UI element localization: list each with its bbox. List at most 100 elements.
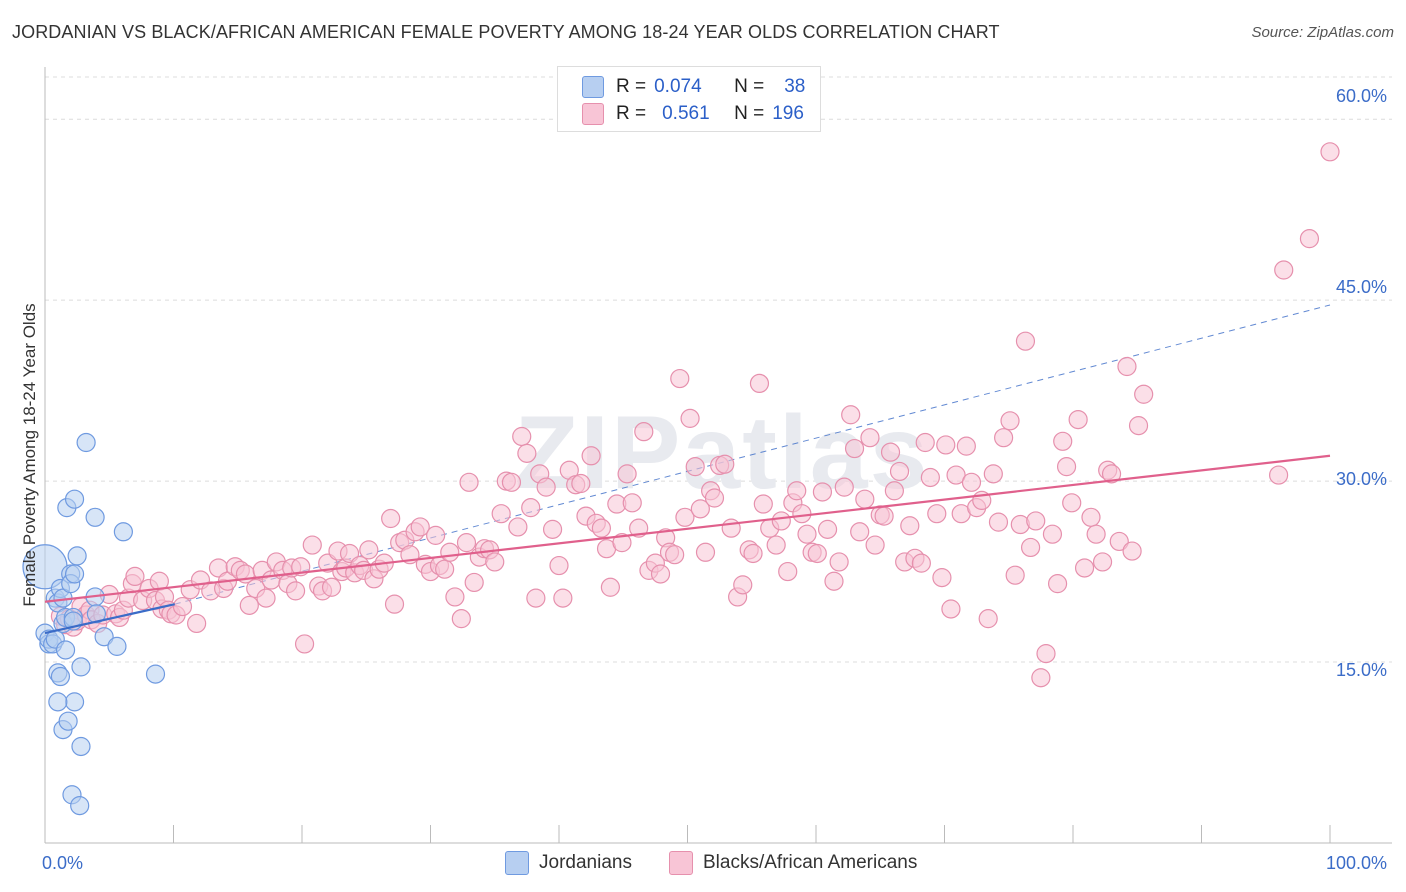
- x-tick-label: 0.0%: [42, 853, 84, 873]
- blacks-point: [994, 428, 1014, 448]
- blacks-point: [834, 477, 854, 497]
- blacks-point: [285, 581, 306, 601]
- legend-item-blacks[interactable]: Blacks/African Americans: [669, 851, 917, 875]
- blacks-point: [451, 609, 471, 629]
- legend-label: Blacks/African Americans: [703, 852, 918, 873]
- y-tick-label: 30.0%: [1336, 469, 1388, 489]
- blacks-point: [1086, 524, 1106, 544]
- blacks-point: [766, 535, 786, 555]
- series-jordanians-points: [22, 432, 166, 816]
- blacks-point: [1101, 464, 1122, 484]
- blacks-point: [855, 489, 875, 509]
- jordanians-point: [145, 664, 166, 684]
- blacks-point: [426, 525, 446, 545]
- blacks-point: [829, 552, 849, 572]
- blacks-point: [302, 535, 322, 555]
- blacks-point: [410, 517, 430, 537]
- blacks-point: [771, 511, 791, 531]
- blacks-point: [889, 461, 910, 482]
- jordanians-point: [64, 564, 85, 584]
- jordanians-point: [85, 507, 105, 527]
- blacks-point: [1299, 229, 1320, 249]
- blacks-point: [690, 499, 710, 519]
- source-label: Source: ZipAtlas.com: [1251, 24, 1394, 41]
- blacks-point: [456, 533, 477, 553]
- r-label: R =: [616, 103, 647, 124]
- chart-title: JORDANIAN VS BLACK/AFRICAN AMERICAN FEMA…: [12, 22, 1000, 42]
- blacks-point: [874, 506, 894, 526]
- blacks-point: [956, 436, 976, 456]
- trend-lines-solid: [44, 454, 1331, 635]
- blacks-point: [359, 540, 379, 560]
- blacks-point: [435, 559, 455, 579]
- blacks-point: [961, 472, 982, 492]
- blacks-point: [880, 442, 901, 462]
- blacks-point: [733, 575, 753, 595]
- blacks-point: [536, 477, 556, 497]
- blacks-point: [1015, 331, 1036, 351]
- jordanians-point: [113, 522, 133, 542]
- n-label: N =: [734, 103, 765, 124]
- blacks-point: [900, 516, 920, 536]
- blacks-point: [743, 543, 763, 564]
- blacks-point: [936, 435, 956, 455]
- blacks-point: [1036, 644, 1056, 664]
- blacks-point: [526, 588, 546, 608]
- jordanians-point: [70, 796, 90, 816]
- y-tick-label: 45.0%: [1336, 277, 1388, 297]
- blacks-point: [704, 488, 725, 508]
- blacks-point: [753, 494, 773, 514]
- blacks-point: [797, 524, 817, 544]
- blacks-point: [927, 504, 947, 524]
- jordanians-swatch: [582, 76, 604, 98]
- blacks-point: [1134, 384, 1154, 404]
- blacks-point: [1320, 142, 1340, 162]
- blacks-point: [865, 535, 885, 555]
- blacks-point: [680, 408, 700, 428]
- blacks-point: [1042, 524, 1063, 544]
- blacks-point: [778, 561, 798, 582]
- blacks-trend-line: [44, 454, 1331, 603]
- blacks-swatch: [582, 103, 604, 125]
- blacks-point: [1053, 431, 1073, 451]
- blacks-point: [485, 552, 505, 572]
- blacks-point: [941, 599, 961, 619]
- blacks-point: [978, 609, 998, 629]
- blacks-point: [983, 464, 1003, 484]
- blacks-point: [187, 613, 207, 634]
- blacks-point: [650, 564, 671, 584]
- blacks-point: [256, 588, 276, 608]
- blacks-point: [1109, 531, 1129, 552]
- jordanians-point: [71, 736, 91, 757]
- blacks-point: [807, 543, 827, 564]
- jordanians-point: [94, 627, 114, 647]
- blacks-point: [911, 553, 931, 573]
- blacks-point: [1117, 356, 1137, 377]
- blacks-point: [501, 472, 522, 492]
- blacks-point: [675, 507, 695, 527]
- blacks-point: [622, 493, 642, 513]
- blacks-point: [721, 518, 741, 538]
- blacks-point: [787, 481, 807, 501]
- x-tick-label: 100.0%: [1326, 853, 1388, 873]
- blacks-point: [521, 498, 541, 518]
- stats-row-blacks: R = 0.561 N = 196: [582, 102, 804, 126]
- blacks-point: [932, 568, 952, 588]
- blacks-point: [685, 457, 705, 477]
- blacks-point: [946, 465, 966, 485]
- blacks-point: [841, 405, 861, 425]
- blacks-point: [634, 422, 654, 442]
- jordanians-point: [67, 546, 87, 566]
- blacks-point: [294, 634, 315, 654]
- blacks-point: [1128, 416, 1149, 436]
- blacks-point: [665, 545, 685, 565]
- blacks-point: [860, 428, 880, 448]
- blacks-point: [542, 519, 563, 539]
- blacks-point: [612, 533, 632, 553]
- blacks-point: [884, 481, 904, 501]
- legend-item-jordanians[interactable]: Jordanians: [505, 851, 632, 875]
- blacks-point: [715, 454, 735, 474]
- blacks-point: [850, 522, 870, 542]
- blacks-point: [988, 512, 1009, 532]
- y-tick-label: 15.0%: [1336, 660, 1388, 680]
